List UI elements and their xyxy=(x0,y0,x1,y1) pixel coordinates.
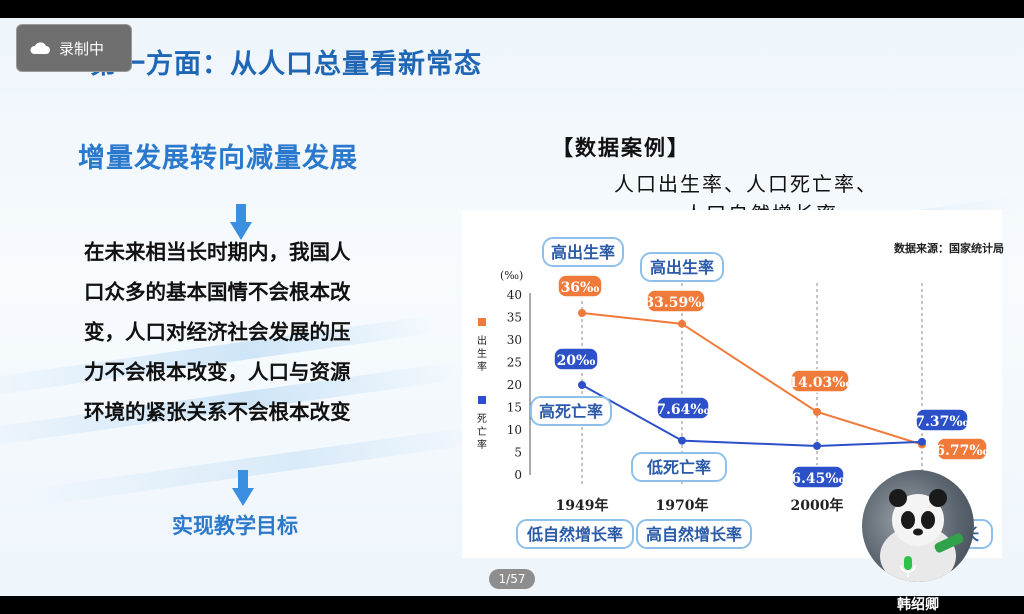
death-value-label-bg xyxy=(656,396,710,420)
participant-video[interactable] xyxy=(862,470,974,582)
data-point xyxy=(578,309,586,317)
y-tick-label: 20 xyxy=(507,378,522,392)
microphone-icon[interactable] xyxy=(900,556,916,578)
teaching-goal: 实现教学目标 xyxy=(172,513,298,538)
body-line: 口众多的基本国情不会根本改 xyxy=(84,280,351,304)
down-arrow-icon xyxy=(232,470,254,506)
x-tick-label: 1949年 xyxy=(556,497,609,514)
sub-heading: 增量发展转向减量发展 xyxy=(78,143,358,174)
bottom-black-bar xyxy=(0,596,1024,614)
birth-value-label-bg xyxy=(646,289,706,313)
case-title: 【数据案例】 xyxy=(552,135,690,160)
annotation-high-birth-box xyxy=(640,252,724,282)
slide-title: 第一方面：从人口总量看新常态 xyxy=(90,49,482,80)
data-point xyxy=(678,319,686,328)
data-point xyxy=(578,381,586,389)
y-tick-label: 25 xyxy=(507,356,522,370)
death-value-label: 20‰ xyxy=(557,353,596,369)
y-tick-label: 5 xyxy=(514,446,522,460)
death-value-label-bg xyxy=(791,465,845,489)
case-subtitle-line1: 人口出生率、人口死亡率、 xyxy=(614,172,878,196)
annotation-high-birth-box xyxy=(542,237,624,267)
death-value-label: 7.37‰ xyxy=(915,414,969,430)
annotation-high-birth: 高出生率 xyxy=(650,258,714,277)
down-arrow-icon xyxy=(230,204,252,240)
annotation-high-death-box xyxy=(530,396,612,426)
panda-toy-icon xyxy=(880,489,964,582)
y-tick-label: 10 xyxy=(507,423,522,437)
body-text: 在未来相当长时期内，我国人 口众多的基本国情不会根本改 变，人口对经济社会发展的… xyxy=(84,232,424,432)
data-point xyxy=(678,436,686,445)
cloud-icon xyxy=(30,42,50,54)
birth-value-label: 6.77‰ xyxy=(935,443,989,459)
top-black-bar xyxy=(0,0,1024,18)
legend-label-char: 死 xyxy=(477,414,487,425)
annotation-high-growth: 高自然增长率 xyxy=(646,525,742,544)
series-line-death xyxy=(581,384,923,447)
annotation-low-death-box xyxy=(631,452,727,482)
annotation-low-growth-box xyxy=(516,519,634,549)
y-tick-label: 30 xyxy=(507,333,522,347)
birth-value-label-bg xyxy=(790,369,850,393)
annotation-low-death: 低死亡率 xyxy=(646,458,711,477)
y-tick-label: 0 xyxy=(514,468,522,482)
legend-label-char: 率 xyxy=(477,360,487,373)
death-value-label: 7.64‰ xyxy=(656,402,710,418)
participant-name: 韩绍卿 xyxy=(897,597,939,613)
death-value-label: 6.45‰ xyxy=(791,471,845,487)
data-point xyxy=(813,441,821,450)
x-tick-label: 1970年 xyxy=(656,497,709,514)
recording-badge[interactable]: 录制中 xyxy=(16,24,132,72)
series-line-birth xyxy=(581,312,923,446)
annotation-high-birth: 高出生率 xyxy=(551,243,615,262)
data-point xyxy=(918,437,926,446)
y-unit-label: (‰) xyxy=(500,269,523,282)
y-tick-label: 15 xyxy=(507,401,522,415)
data-point xyxy=(813,407,821,416)
body-line: 力不会根本改变，人口与资源 xyxy=(84,360,351,384)
annotation-high-death: 高死亡率 xyxy=(539,402,603,421)
annotation-high-growth-box xyxy=(636,519,752,549)
death-value-label-bg xyxy=(553,347,599,371)
legend-label-char: 生 xyxy=(477,347,487,360)
legend-label-char: 率 xyxy=(477,438,487,451)
x-tick-label: 2000年 xyxy=(791,497,844,514)
y-tick-label: 35 xyxy=(507,311,522,325)
legend-swatch xyxy=(478,396,486,404)
recording-label: 录制中 xyxy=(59,39,105,58)
chart-source: 数据来源：国家统计局 xyxy=(894,241,1004,255)
page-indicator[interactable]: 1/57 xyxy=(489,569,535,589)
birth-value-label: 33.59‰ xyxy=(644,295,708,311)
y-tick-label: 40 xyxy=(507,288,522,302)
legend-swatch xyxy=(478,318,486,326)
body-line: 变，人口对经济社会发展的压 xyxy=(84,320,351,344)
birth-value-label-bg xyxy=(557,274,603,298)
birth-value-label: 36‰ xyxy=(561,280,600,296)
body-line: 在未来相当长时期内，我国人 xyxy=(84,240,351,264)
body-line: 环境的紧张关系不会根本改变 xyxy=(84,400,351,424)
birth-value-label-bg xyxy=(936,437,988,461)
death-value-label-bg xyxy=(915,408,969,432)
legend-label-char: 出 xyxy=(477,334,487,347)
birth-value-label: 14.03‰ xyxy=(788,375,852,391)
legend-label-char: 亡 xyxy=(477,425,487,438)
annotation-low-growth: 低自然增长率 xyxy=(526,525,623,544)
